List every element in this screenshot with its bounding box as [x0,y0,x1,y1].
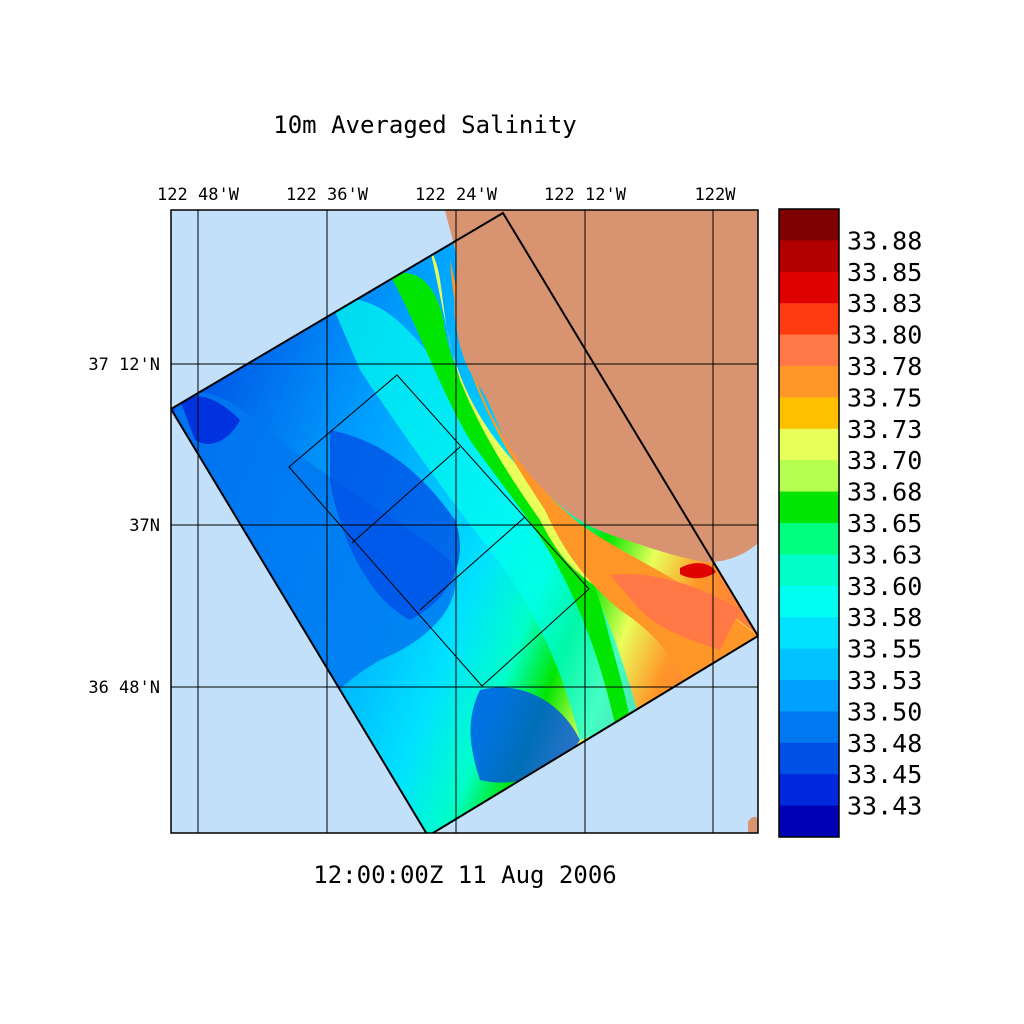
land-mass [445,210,758,563]
green-salinity-band [390,272,630,724]
colorbar-tick-label: 33.88 [847,226,922,255]
colorbar-segment [779,209,839,241]
colorbar-tick-label: 33.65 [847,509,922,538]
max-salinity-spot [680,563,716,579]
colorbar-tick-label: 33.58 [847,603,922,632]
colorbar-tick-label: 33.60 [847,572,922,601]
inner-subdomain-boxes [288,374,590,687]
longitude-label: 122 24'W [415,185,498,205]
colorbar-tick-label: 33.53 [847,666,922,695]
subdomain-divider-1 [351,446,461,544]
colorbar-tick-label: 33.68 [847,478,922,507]
colorbar-tick-label: 33.73 [847,415,922,444]
colorbar-segment [779,428,839,461]
colorbar-segment [779,648,839,681]
lowest-salinity-spot [180,396,240,444]
colorbar-segment [779,585,839,618]
colorbar-tick-label: 33.70 [847,446,922,475]
longitude-label: 122 12'W [544,185,627,205]
high-salinity-patch [610,574,740,650]
plot-area [171,210,758,833]
colorbar-segment [779,554,839,587]
colorbar-tick-label: 33.85 [847,258,922,287]
colorbar-tick-label: 33.55 [847,635,922,664]
land-mass-south [748,816,758,833]
colorbar-tick-label: 33.63 [847,540,922,569]
colorbar-tick-label: 33.78 [847,352,922,381]
colorbar-segment [779,334,839,367]
longitude-label: 122W [695,185,737,205]
colorbar-segment [779,397,839,430]
latitude-label: 36 48'N [88,678,160,698]
map-title: 10m Averaged Salinity [273,111,576,139]
colorbar-tick-label: 33.43 [847,792,922,821]
subdomain-outline [288,374,590,687]
longitude-labels: 122 48'W 122 36'W 122 24'W 122 12'W 122W [157,185,736,205]
colorbar-segment [779,303,839,336]
colorbar-segment [779,491,839,524]
colorbar-segment [779,711,839,744]
plot-frame [170,209,759,834]
colorbar-segment [779,366,839,398]
timestamp-label: 12:00:00Z 11 Aug 2006 [313,861,616,889]
colorbar-segment [779,240,839,273]
model-domain-outline [171,211,758,833]
colorbar-tick-label: 33.83 [847,289,922,318]
latitude-label: 37N [129,516,160,536]
colorbar-tick-label: 33.80 [847,321,922,350]
colorbar-tick-label: 33.50 [847,697,922,726]
graticule [171,210,758,833]
longitude-label: 122 36'W [286,185,369,205]
colorbar-tick-label: 33.45 [847,760,922,789]
colorbar-segment [779,617,839,650]
colorbar-segment [779,523,839,555]
longitude-label: 122 48'W [157,185,240,205]
subdomain-divider-2 [419,516,526,611]
orange-salinity-band [450,260,758,690]
colorbar-tick-label: 33.48 [847,729,922,758]
low-salinity-patch-south [470,687,580,783]
colorbar-segment [779,680,839,712]
mid-salinity-band [330,298,640,740]
colorbar-segment [779,742,839,775]
colorbar-segment [779,805,839,838]
colorbar-segment [779,774,839,807]
colorbar-segment [779,271,839,304]
colorbar-frame [778,208,840,838]
latitude-labels: 37 12'N 37N 36 48'N [88,355,160,698]
colorbar-segment [779,460,839,493]
latitude-label: 37 12'N [88,355,160,375]
colorbar-tick-label: 33.75 [847,383,922,412]
